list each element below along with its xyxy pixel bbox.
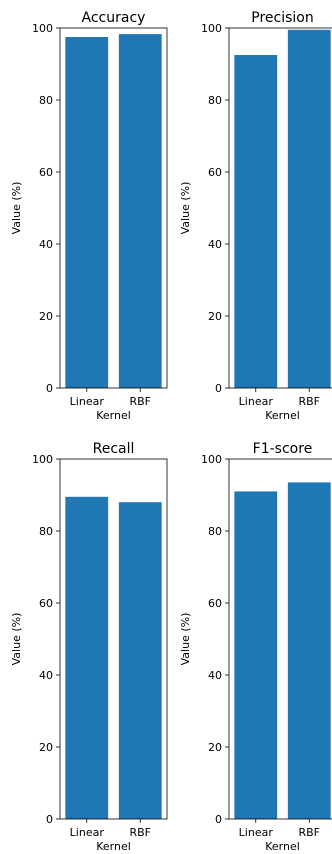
y-tick-label: 60 (39, 166, 53, 179)
y-tick-label: 20 (208, 310, 222, 323)
y-tick-label: 0 (46, 382, 53, 395)
x-axis-label: Kernel (96, 409, 131, 422)
x-axis-label: Kernel (96, 840, 131, 853)
bar-linear (234, 491, 278, 819)
plot-frame (228, 27, 332, 389)
y-tick-label: 40 (208, 238, 222, 251)
x-tick-label: RBF (298, 395, 320, 408)
y-tick-label: 60 (208, 166, 222, 179)
y-tick-label: 0 (215, 382, 222, 395)
x-tick-label: Linear (70, 826, 105, 839)
y-tick-label: 100 (32, 22, 53, 35)
x-tick-label: RBF (129, 395, 151, 408)
bar-rbf (118, 34, 162, 389)
y-axis-label: Value (%) (10, 182, 23, 235)
bar-rbf (287, 482, 331, 819)
y-tick-label: 80 (39, 525, 53, 538)
bar-linear (65, 496, 109, 819)
bar-linear (234, 55, 278, 388)
plot-frame (59, 458, 168, 820)
y-tick-label: 40 (39, 669, 53, 682)
x-tick-label: Linear (239, 826, 274, 839)
x-tick-label: Linear (70, 395, 105, 408)
x-tick-label: RBF (298, 826, 320, 839)
y-tick-label: 20 (39, 310, 53, 323)
y-tick-label: 80 (208, 525, 222, 538)
y-tick-label: 40 (208, 669, 222, 682)
y-tick-label: 60 (39, 597, 53, 610)
x-axis-label: Kernel (265, 840, 300, 853)
x-tick-label: Linear (239, 395, 274, 408)
bar-rbf (118, 502, 162, 819)
chart-title: Accuracy (82, 10, 146, 26)
plot-frame (228, 458, 332, 820)
y-tick-label: 80 (39, 94, 53, 107)
bar-linear (65, 37, 109, 388)
y-tick-label: 100 (201, 453, 222, 466)
y-tick-label: 60 (208, 597, 222, 610)
y-tick-label: 20 (39, 741, 53, 754)
chart-title: Precision (251, 10, 313, 26)
y-tick-label: 0 (215, 813, 222, 826)
y-tick-label: 20 (208, 741, 222, 754)
y-tick-label: 100 (201, 22, 222, 35)
y-axis-label: Value (%) (179, 613, 192, 666)
plot-frame (59, 27, 168, 389)
y-axis-label: Value (%) (179, 182, 192, 235)
chart-title: Recall (93, 441, 135, 457)
x-axis-label: Kernel (265, 409, 300, 422)
y-tick-label: 80 (208, 94, 222, 107)
chart-title: F1-score (253, 441, 313, 457)
x-tick-label: RBF (129, 826, 151, 839)
y-tick-label: 100 (32, 453, 53, 466)
y-tick-label: 0 (46, 813, 53, 826)
y-tick-label: 40 (39, 238, 53, 251)
y-axis-label: Value (%) (10, 613, 23, 666)
bar-rbf (287, 29, 331, 389)
